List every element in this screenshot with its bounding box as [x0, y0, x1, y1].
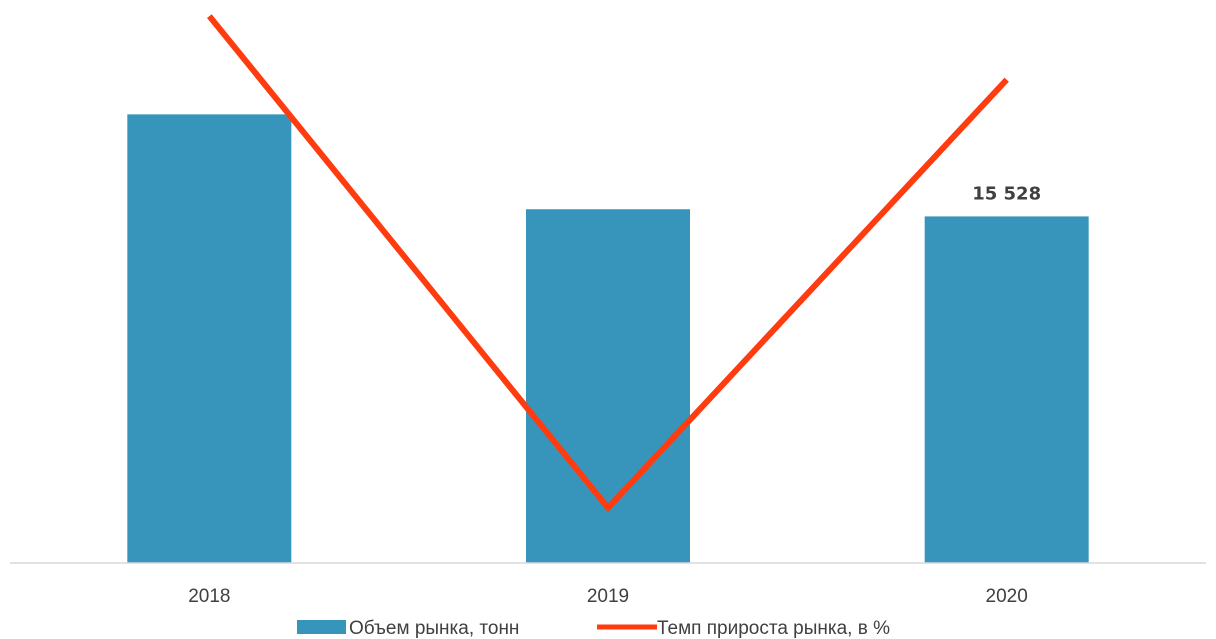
x-tick-label-2018: 2018 — [188, 586, 230, 607]
legend-bar-swatch — [297, 620, 346, 634]
legend-label-volume: Объем рынка, тонн — [349, 618, 519, 639]
bar-2020 — [924, 216, 1089, 563]
data-label-2020: 15 528 — [972, 183, 1041, 204]
x-tick-label-2019: 2019 — [587, 586, 629, 607]
x-tick-label-2020: 2020 — [986, 586, 1028, 607]
legend-label-growth: Темп прироста рынка, в % — [657, 618, 890, 639]
data-labels: 15 528 — [972, 183, 1041, 204]
x-tick-labels: 2018 2019 2020 — [188, 586, 1028, 607]
line-series-group — [207, 14, 1009, 513]
bar-2018 — [127, 114, 292, 564]
bar-series-group — [127, 114, 1089, 564]
legend: Объем рынка, тонн Темп прироста рынка, в … — [297, 618, 890, 639]
